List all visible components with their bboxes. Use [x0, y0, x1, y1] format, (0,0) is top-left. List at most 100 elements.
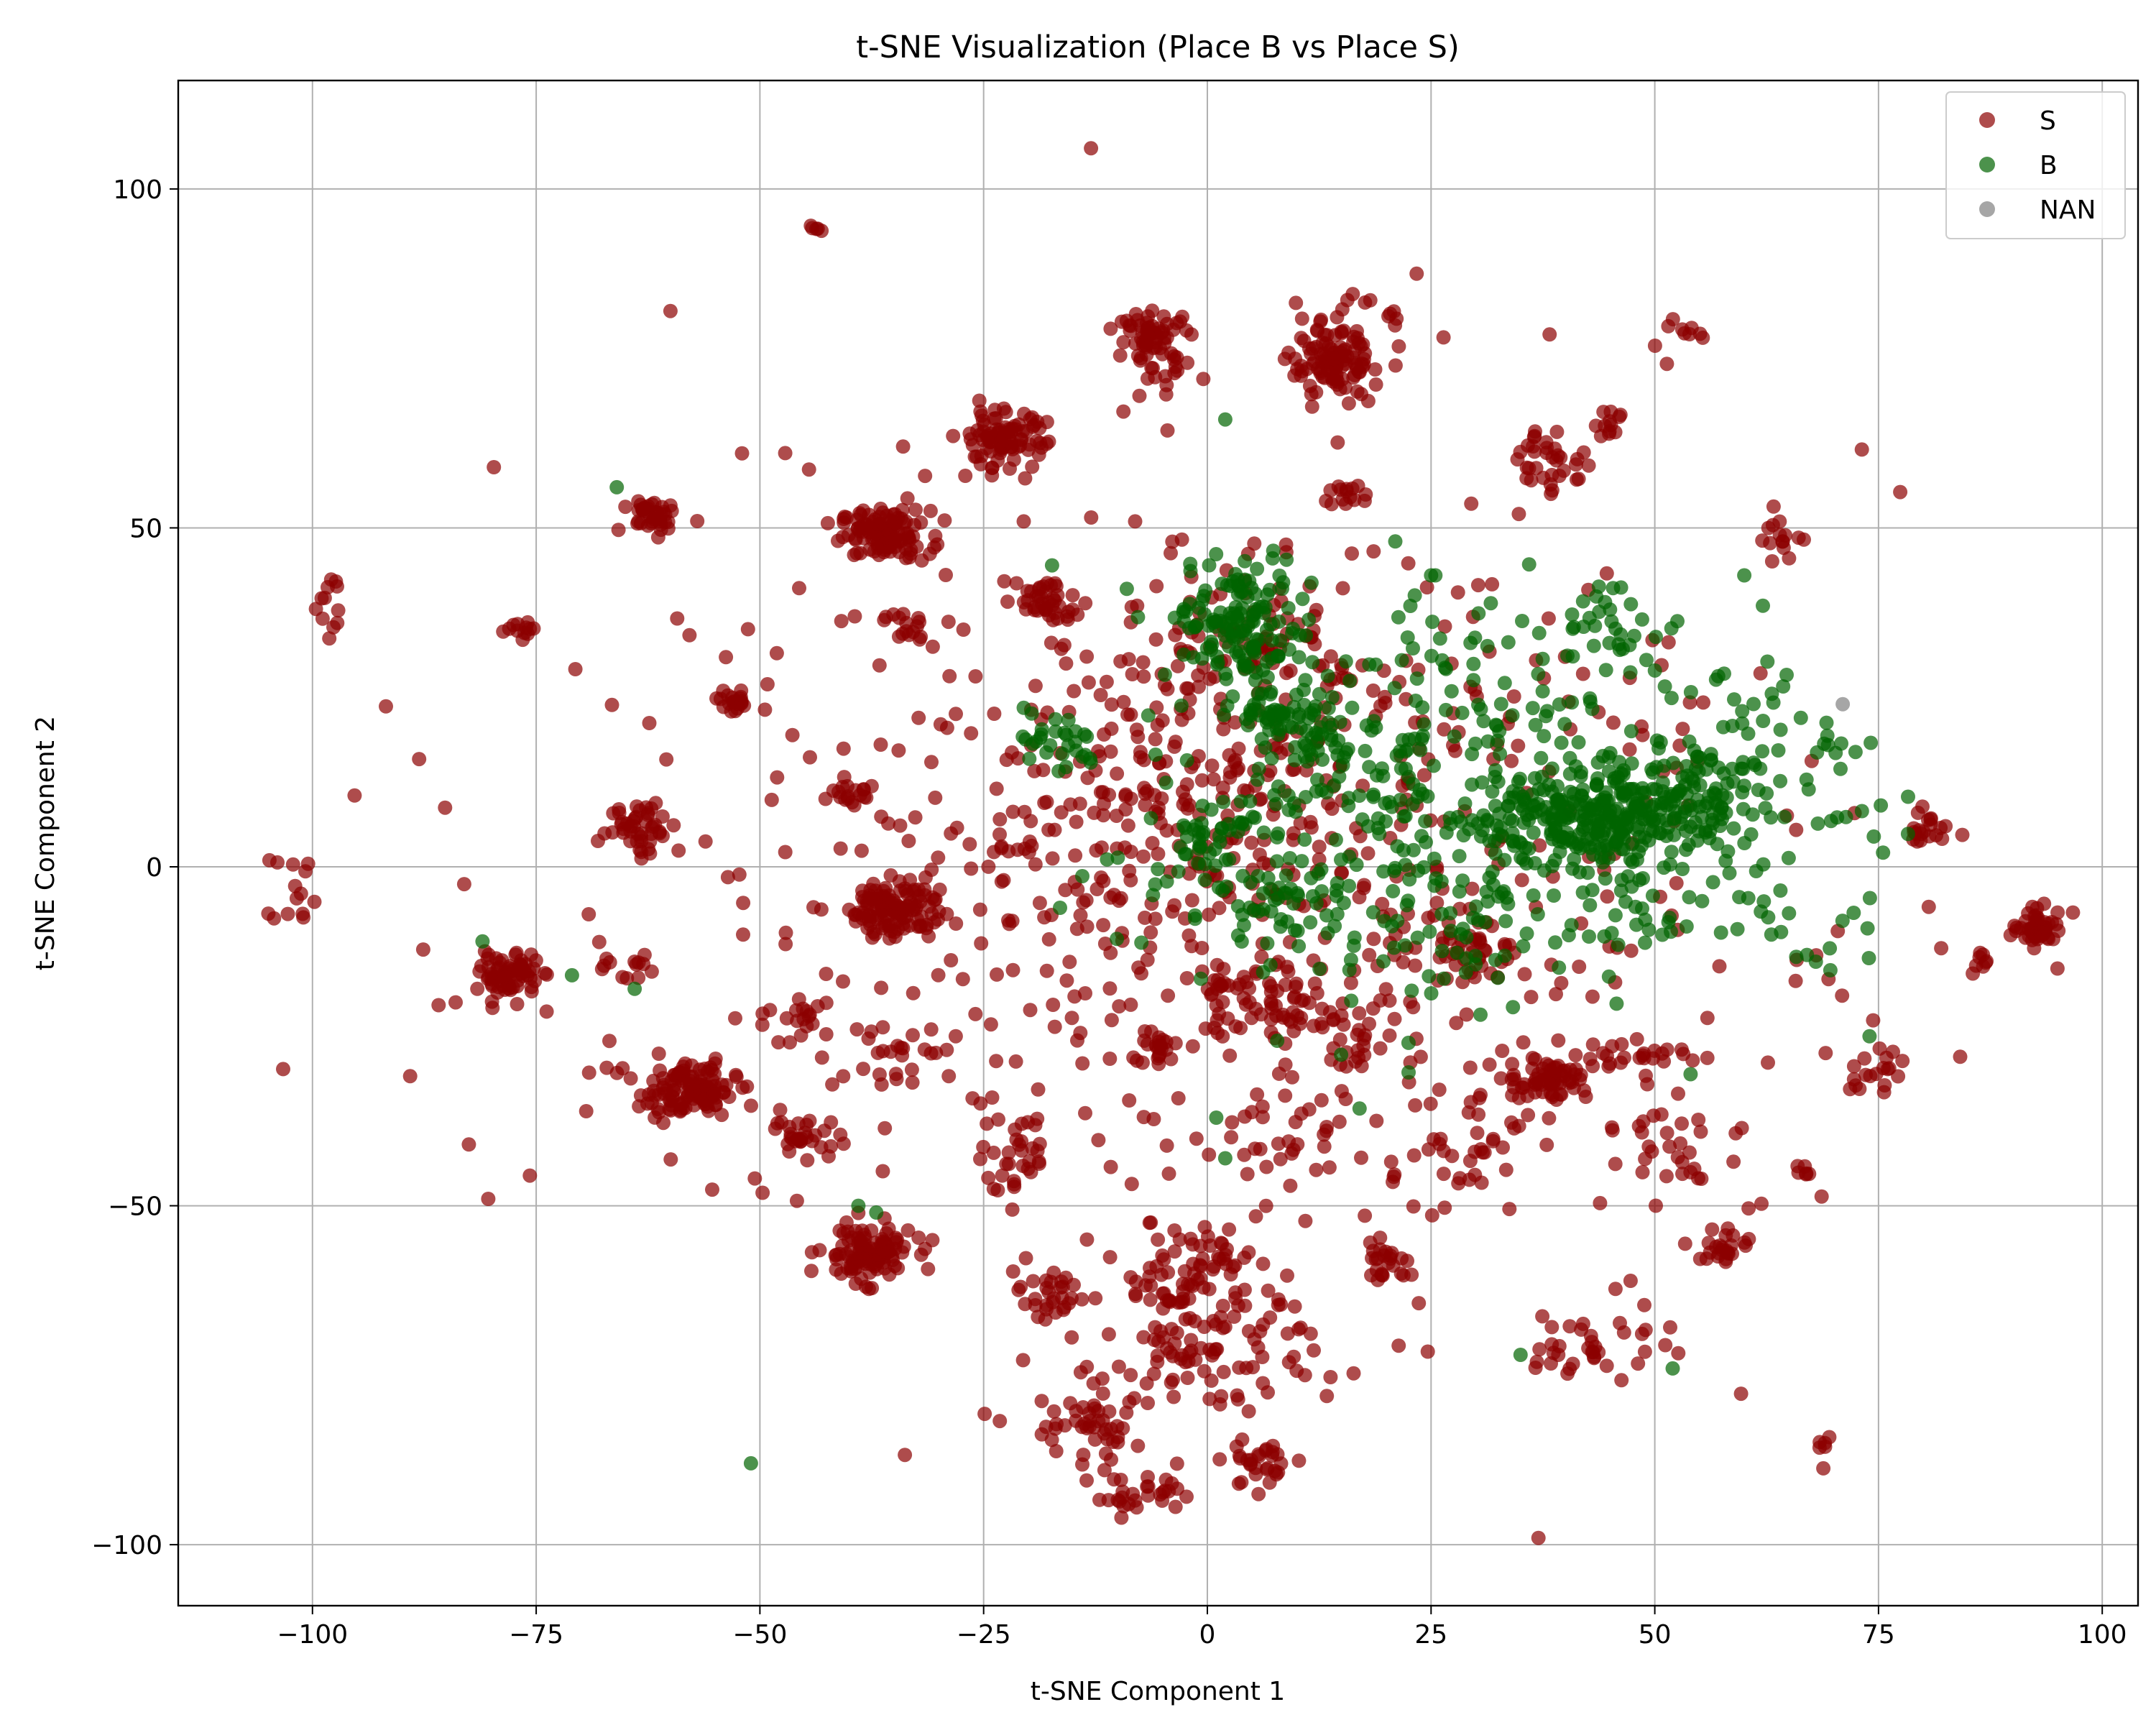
point-s [1073, 1365, 1088, 1380]
point-b [1258, 710, 1273, 725]
point-s [918, 469, 933, 484]
point-s [862, 1265, 877, 1280]
point-s [1437, 722, 1452, 737]
point-b [1110, 850, 1125, 865]
point-s [1647, 339, 1662, 353]
point-b [1455, 873, 1470, 888]
point-s [448, 995, 463, 1010]
point-b [1263, 957, 1278, 972]
point-s [1462, 1060, 1478, 1075]
point-b [1760, 654, 1775, 669]
point-b [1476, 714, 1491, 729]
point-b [1525, 701, 1540, 716]
point-s [1608, 1156, 1623, 1172]
point-s [1183, 1231, 1198, 1246]
point-s [1334, 324, 1349, 339]
point-s [1754, 1196, 1769, 1211]
point-s [1324, 351, 1339, 366]
point-b [1344, 993, 1359, 1008]
point-s [1341, 396, 1356, 411]
point-b [1294, 854, 1309, 869]
point-s [829, 1262, 844, 1277]
point-b [1183, 556, 1198, 571]
point-b [1565, 607, 1580, 622]
point-b [1468, 899, 1483, 914]
point-b [1862, 891, 1877, 906]
point-b [1204, 802, 1219, 817]
point-s [1583, 1052, 1598, 1067]
point-b [1401, 893, 1416, 908]
point-s [1212, 1251, 1227, 1266]
point-b [1438, 702, 1453, 717]
point-b [1143, 811, 1158, 826]
point-s [1164, 1052, 1179, 1067]
point-s [1617, 1050, 1631, 1065]
point-b [1779, 668, 1794, 682]
point-s [510, 997, 525, 1011]
point-b [1528, 717, 1543, 732]
point-s [992, 827, 1007, 842]
point-b [1321, 701, 1336, 716]
point-s [1302, 995, 1317, 1011]
point-s [512, 962, 526, 977]
point-s [1416, 768, 1432, 783]
point-s [1307, 1343, 1321, 1358]
point-b [1575, 782, 1590, 797]
point-s [1141, 309, 1156, 324]
point-s [855, 1251, 870, 1266]
point-b [1835, 914, 1850, 929]
point-s [579, 1104, 594, 1118]
point-s [1154, 791, 1169, 806]
point-s [1128, 514, 1143, 529]
point-s [856, 1062, 871, 1077]
point-s [856, 782, 871, 797]
point-s [720, 870, 735, 885]
point-b [1621, 869, 1636, 884]
point-s [1215, 1298, 1230, 1313]
point-b [1823, 941, 1838, 956]
point-s [1167, 898, 1182, 913]
point-s [1073, 1026, 1088, 1041]
point-b [1471, 606, 1486, 621]
point-b [1601, 850, 1616, 865]
point-s [1150, 717, 1165, 732]
point-s [1347, 329, 1361, 344]
point-b [1409, 671, 1424, 686]
point-s [1368, 377, 1383, 392]
point-b [1736, 801, 1751, 816]
point-s [1171, 1091, 1186, 1105]
point-s [1250, 1087, 1265, 1102]
point-s [1661, 318, 1676, 334]
point-b [1699, 762, 1714, 777]
point-b [1606, 581, 1621, 596]
point-s [826, 783, 841, 798]
point-s [1033, 590, 1049, 605]
point-s [1180, 1371, 1195, 1385]
x-tick-label: −75 [509, 1620, 563, 1650]
point-s [1720, 1221, 1736, 1236]
point-b [1291, 939, 1307, 954]
point-s [1196, 372, 1211, 387]
point-s [1602, 426, 1616, 441]
point-s [924, 862, 939, 877]
point-s [1585, 989, 1600, 1004]
point-b [1674, 816, 1689, 832]
point-b [1513, 1348, 1528, 1362]
point-b [1493, 696, 1508, 712]
point-b [1059, 760, 1074, 775]
point-s [1023, 1164, 1038, 1179]
point-b [1725, 761, 1740, 776]
point-b [1557, 717, 1572, 732]
point-b [1635, 901, 1649, 916]
y-tick-label: 100 [113, 175, 162, 205]
point-s [1588, 1339, 1603, 1354]
point-s [1658, 1338, 1673, 1353]
point-b [1220, 698, 1235, 713]
point-b [1281, 802, 1296, 817]
point-s [874, 980, 889, 995]
point-s [1112, 348, 1128, 363]
point-b [1547, 852, 1562, 868]
point-b [1291, 650, 1307, 665]
point-s [1159, 1138, 1174, 1153]
point-b [1810, 816, 1825, 831]
